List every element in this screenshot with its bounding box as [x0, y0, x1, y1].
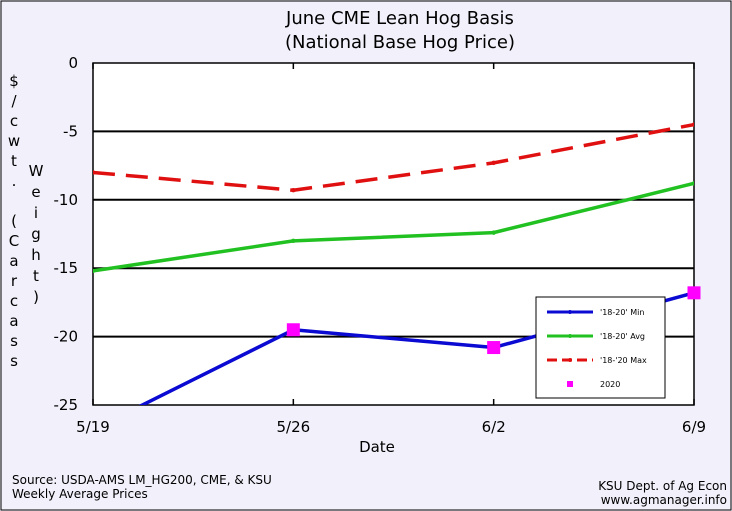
y-tick-label: -25: [54, 396, 79, 414]
series-point-18-20-max: [93, 170, 96, 175]
chart-subtitle: (National Base Hog Price): [285, 32, 515, 53]
y-axis-label-char: (: [11, 212, 17, 230]
series-marker-2020: [487, 341, 501, 355]
y-axis-label-char: t: [33, 267, 39, 285]
y-tick-label: 0: [68, 54, 78, 72]
y-axis-label-char: c: [10, 292, 18, 310]
x-tick-label: 5/19: [76, 418, 110, 436]
y-axis-label-char: w: [8, 132, 20, 150]
y-axis-label-char: a: [9, 312, 18, 330]
y-axis-label-char: s: [10, 332, 18, 350]
y-axis-label-char: C: [9, 232, 19, 250]
legend-swatch-point: [568, 334, 572, 338]
series-point-18-20-avg: [491, 230, 496, 235]
source-line-2: Weekly Average Prices: [12, 487, 148, 501]
series-marker-2020: [687, 286, 701, 300]
x-tick-label: 5/26: [276, 418, 310, 436]
legend-swatch-marker: [567, 381, 573, 387]
y-tick-label: -15: [54, 259, 79, 277]
series-point-18-20-max: [291, 188, 296, 193]
x-tick-label: 6/9: [682, 418, 706, 436]
y-axis-label-char: i: [34, 204, 38, 222]
legend-swatch-point: [568, 358, 572, 362]
series-line-18-20-avg: [93, 181, 694, 273]
y-axis-label-char: e: [31, 183, 40, 201]
x-tick-marks: [92, 63, 695, 405]
y-tick-label: -5: [63, 122, 78, 140]
series-point-18-20-avg: [93, 268, 96, 274]
legend-label: '18-20' Avg: [600, 332, 645, 341]
y-tick-label: -10: [54, 191, 79, 209]
series-markers: [286, 286, 701, 355]
y-axis-label-char: /: [11, 92, 17, 110]
y-axis-label-char: s: [10, 352, 18, 370]
y-axis-label-char: g: [31, 225, 41, 243]
y-axis-label-char: a: [9, 252, 18, 270]
y-axis-label-char: h: [31, 246, 41, 264]
series-point-18-20-avg: [691, 181, 694, 186]
source-line-1: Source: USDA-AMS LM_HG200, CME, & KSU: [12, 473, 272, 487]
y-axis-label-char: t: [11, 152, 17, 170]
series-marker-2020: [286, 323, 300, 337]
y-axis-label-char: .: [12, 172, 17, 190]
y-axis-label-char: ): [33, 288, 39, 306]
legend-swatch-point: [568, 310, 572, 314]
series-point-18-20-max: [691, 122, 694, 127]
legend-label: 2020: [600, 380, 620, 389]
x-tick-labels: 5/19 5/26 6/2 6/9: [76, 418, 706, 436]
series-point-18-20-max: [491, 160, 496, 166]
series-line-18-20-max: [93, 122, 694, 192]
legend-label: '18-'20 Max: [600, 356, 647, 365]
x-axis-label: Date: [359, 438, 395, 456]
y-axis-label-char: $: [9, 72, 19, 90]
y-tick-label: -20: [54, 328, 79, 346]
series-point-18-20-avg: [291, 238, 296, 244]
y-axis-label-char: r: [11, 272, 18, 290]
y-axis-label-char: c: [10, 112, 18, 130]
x-tick-label: 6/2: [482, 418, 506, 436]
y-axis-label-char: W: [29, 162, 44, 180]
y-tick-labels: 0 -5 -10 -15 -20 -25: [54, 54, 79, 414]
credit-line-1: KSU Dept. of Ag Econ: [598, 479, 727, 493]
chart-title: June CME Lean Hog Basis: [285, 8, 514, 29]
credit-line-2: www.agmanager.info: [601, 493, 727, 507]
legend-label: '18-20' Min: [600, 308, 644, 317]
legend: '18-20' Min '18-20' Avg '18-'20 Max 2020: [535, 296, 666, 399]
legend-box: [535, 296, 666, 399]
